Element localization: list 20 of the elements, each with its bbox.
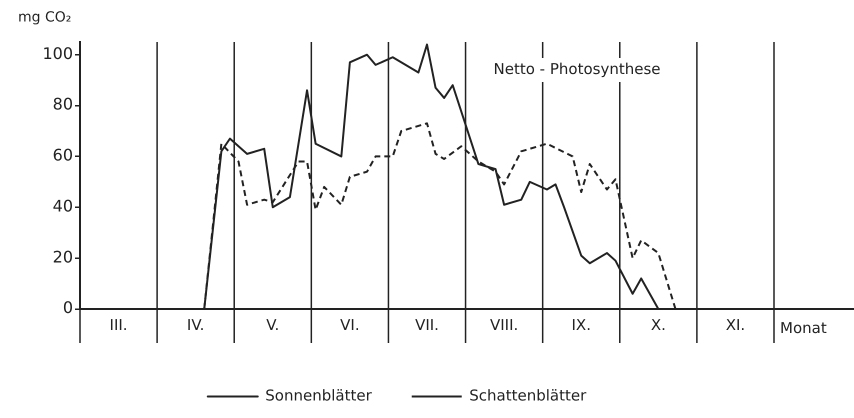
legend-label: Sonnenblätter — [265, 386, 373, 404]
x-tick-label: V. — [266, 316, 280, 334]
y-tick-label: 100 — [42, 44, 73, 63]
x-tick-label: VIII. — [490, 316, 518, 334]
y-tick-label: 0 — [62, 298, 73, 318]
y-tick-label: 20 — [52, 247, 73, 266]
x-axis-title: Monat — [780, 318, 827, 337]
x-tick-label: III. — [110, 316, 128, 334]
y-tick-label: 60 — [52, 146, 73, 165]
y-axis-title: mg CO₂ — [18, 10, 72, 26]
x-tick-label: X. — [650, 316, 666, 334]
x-tick-label: VII. — [415, 316, 439, 334]
x-tick-label: XI. — [726, 316, 746, 334]
x-tick-label: IV. — [186, 316, 204, 334]
x-tick-label: IX. — [571, 316, 591, 334]
x-tick-label: VI. — [340, 316, 360, 334]
legend-label: Schattenblätter — [469, 386, 588, 404]
y-tick-label: 80 — [52, 94, 73, 114]
y-tick-label: 40 — [52, 196, 73, 216]
text: Netto - Photosynthese — [494, 60, 660, 78]
